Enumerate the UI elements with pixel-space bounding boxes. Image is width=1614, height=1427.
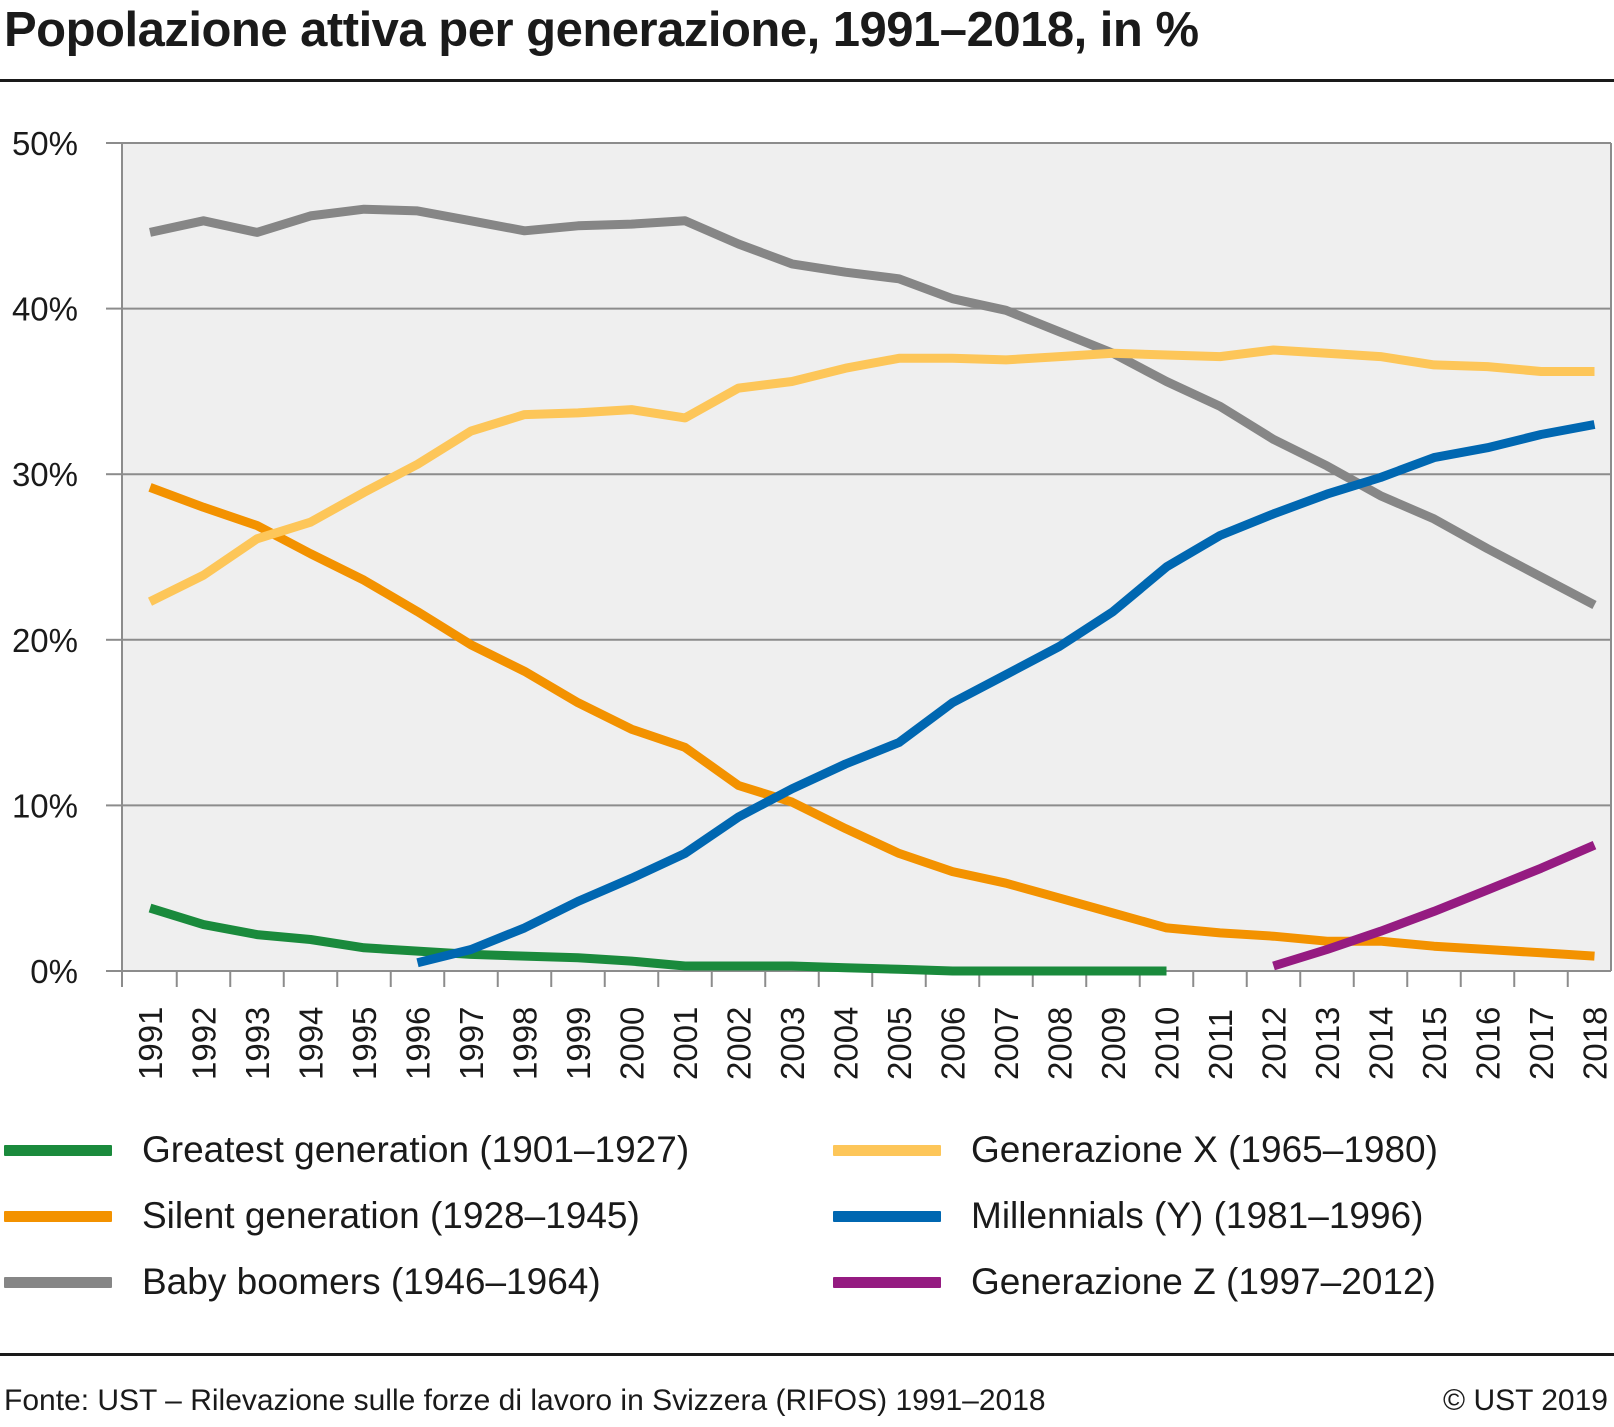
legend-label-boomers: Baby boomers (1946–1964): [142, 1261, 601, 1302]
x-tick-label: 1994: [293, 1007, 330, 1080]
x-tick-label: 1997: [453, 1007, 490, 1080]
legend-swatch-boomers: [4, 1276, 112, 1288]
x-tick-label: 2006: [935, 1007, 972, 1080]
x-tick-label: 2005: [881, 1007, 918, 1080]
x-tick-label: 2009: [1095, 1007, 1132, 1080]
legend-label-millennials: Millennials (Y) (1981–1996): [971, 1195, 1424, 1236]
source-note: Fonte: UST – Rilevazione sulle forze di …: [4, 1384, 1046, 1417]
legend-label-silent: Silent generation (1928–1945): [142, 1195, 640, 1236]
y-tick-label: 40%: [12, 291, 78, 328]
legend: Greatest generation (1901–1927) Silent g…: [0, 1120, 1614, 1320]
x-tick-label: 1998: [507, 1007, 544, 1080]
legend-swatch-genx: [833, 1144, 941, 1156]
x-tick-label: 2012: [1256, 1007, 1293, 1080]
legend-swatch-millennials: [833, 1210, 941, 1222]
series-line-3: [148, 345, 1595, 606]
x-tick-label: 1991: [132, 1007, 169, 1080]
title-divider: [0, 79, 1614, 82]
x-tick-label: 2007: [988, 1007, 1025, 1080]
x-tick-label: 1992: [186, 1007, 223, 1080]
copyright: © UST 2019: [1443, 1384, 1608, 1417]
legend-item-boomers: Baby boomers (1946–1964): [4, 1252, 601, 1312]
y-tick-label: 50%: [12, 125, 78, 162]
y-tick-label: 30%: [12, 456, 78, 493]
x-tick-label: 2016: [1470, 1007, 1507, 1080]
x-tick-label: 2010: [1149, 1007, 1186, 1080]
x-tick-label: 1996: [400, 1007, 437, 1080]
series-line-5: [1272, 840, 1597, 971]
series-line-0: [148, 903, 1167, 976]
x-tick-label: 2018: [1577, 1007, 1614, 1080]
legend-item-genz: Generazione Z (1997–2012): [833, 1252, 1436, 1312]
x-tick-label: 1999: [560, 1007, 597, 1080]
y-tick-label: 0%: [30, 953, 78, 990]
legend-swatch-greatest: [4, 1144, 112, 1156]
legend-item-greatest: Greatest generation (1901–1927): [4, 1120, 689, 1180]
y-tick-label: 10%: [12, 787, 78, 824]
line-chart: 0% 10% 20% 30% 40% 50% 1991 1992 1993 1994 1995 19…: [12, 125, 1614, 1080]
legend-item-genx: Generazione X (1965–1980): [833, 1120, 1438, 1180]
x-tick-label: 1993: [239, 1007, 276, 1080]
x-tick-label: 1995: [346, 1007, 383, 1080]
x-tick-label: 2000: [614, 1007, 651, 1080]
x-tick-label: 2004: [828, 1007, 865, 1080]
x-tick-label: 2017: [1523, 1007, 1560, 1080]
x-tick-label: 2015: [1416, 1007, 1453, 1080]
legend-item-millennials: Millennials (Y) (1981–1996): [833, 1186, 1423, 1246]
legend-item-silent: Silent generation (1928–1945): [4, 1186, 640, 1246]
series-line-4: [416, 420, 1596, 968]
legend-swatch-silent: [4, 1210, 112, 1222]
legend-swatch-genz: [833, 1276, 941, 1288]
x-tick-label: 2008: [1042, 1007, 1079, 1080]
legend-label-genz: Generazione Z (1997–2012): [971, 1261, 1436, 1302]
x-tick-label: 2002: [721, 1007, 758, 1080]
y-tick-label: 20%: [12, 622, 78, 659]
x-tick-label: 2001: [667, 1007, 704, 1080]
series-line-2: [149, 204, 1597, 609]
chart-title: Popolazione attiva per generazione, 1991…: [4, 3, 1199, 57]
legend-label-greatest: Greatest generation (1901–1927): [142, 1129, 690, 1170]
footer-divider: [0, 1353, 1614, 1356]
x-tick-label: 2011: [1202, 1009, 1239, 1080]
legend-label-genx: Generazione X (1965–1980): [971, 1129, 1438, 1170]
x-tick-label: 2013: [1309, 1007, 1346, 1080]
x-tick-label: 2014: [1363, 1007, 1400, 1080]
plot-background: [122, 143, 1611, 971]
x-tick-label: 2003: [774, 1007, 811, 1080]
